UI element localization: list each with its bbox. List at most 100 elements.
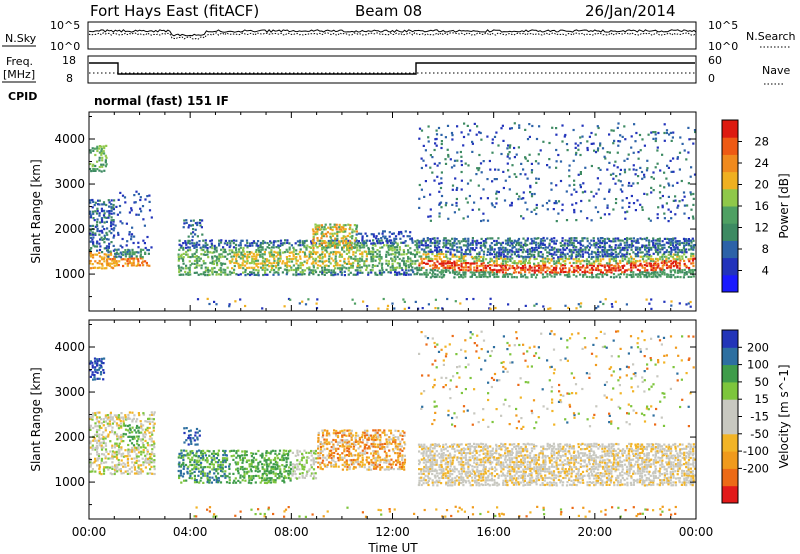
echo-cell: [533, 264, 536, 267]
echo-cell: [103, 267, 106, 270]
echo-cell: [327, 242, 330, 245]
echo-cell: [546, 269, 549, 272]
echo-cell: [665, 258, 668, 261]
echo-cell: [628, 205, 631, 208]
echo-cell: [133, 435, 136, 438]
echo-cell: [672, 199, 675, 202]
echo-cell: [241, 465, 244, 469]
echo-cell: [279, 260, 282, 263]
echo-cell: [597, 253, 600, 256]
echo-cell: [385, 253, 388, 256]
echo-cell: [288, 269, 291, 272]
echo-cell: [190, 442, 193, 445]
echo-cell: [597, 262, 600, 265]
echo-cell: [91, 361, 94, 364]
echo-cell: [113, 234, 116, 237]
echo-cell: [361, 246, 364, 249]
echo-cell: [395, 237, 398, 241]
echo-cell: [111, 426, 114, 429]
echo-cell: [215, 246, 218, 249]
echo-cell: [211, 247, 214, 250]
echo-cell: [299, 257, 302, 260]
echo-cell: [528, 268, 531, 271]
echo-cell: [282, 449, 285, 452]
echo-cell: [672, 157, 675, 160]
echo-cell: [365, 244, 368, 247]
echo-cell: [608, 249, 611, 252]
echo-cell: [511, 250, 514, 253]
echo-cell: [239, 246, 242, 249]
echo-cell: [146, 441, 149, 445]
echo-cell: [677, 251, 680, 254]
echo-cell: [268, 243, 271, 246]
echo-cell: [604, 255, 607, 258]
echo-cell: [688, 248, 691, 251]
echo-cell: [471, 208, 474, 211]
echo-cell: [252, 456, 255, 459]
echo-cell: [182, 273, 185, 276]
echo-cell: [529, 250, 532, 253]
echo-cell: [92, 378, 95, 381]
echo-cell: [491, 269, 494, 272]
echo-cell: [418, 127, 422, 130]
echo-cell: [137, 241, 140, 244]
echo-cell: [327, 246, 330, 249]
echo-cell: [626, 210, 629, 213]
echo-cell: [144, 433, 147, 436]
echo-cell: [314, 231, 317, 234]
echo-cell: [601, 253, 604, 256]
echo-cell: [448, 267, 452, 270]
echo-cell: [689, 244, 693, 247]
echo-cell: [335, 242, 338, 245]
echo-cell: [533, 237, 536, 240]
echo-cell: [237, 472, 240, 475]
echo-cell: [478, 251, 481, 254]
echo-cell: [277, 465, 280, 468]
echo-cell: [542, 266, 545, 270]
echo-cell: [255, 273, 258, 276]
echo-cell: [261, 454, 264, 457]
echo-cell: [271, 449, 274, 452]
echo-cell: [478, 264, 481, 268]
echo-cell: [89, 369, 92, 372]
echo-cell: [335, 228, 338, 231]
echo-cell: [148, 426, 151, 430]
beam-label: Beam 08: [355, 2, 422, 20]
echo-cell: [213, 255, 216, 258]
echo-cell: [628, 201, 631, 205]
echo-cell: [563, 253, 566, 256]
echo-cell: [137, 260, 140, 263]
echo-cell: [238, 456, 242, 459]
echo-cell: [429, 238, 432, 241]
echo-cell: [688, 266, 691, 270]
echo-cell: [537, 153, 540, 156]
echo-cell: [488, 260, 492, 263]
echo-cell: [259, 243, 262, 247]
echo-cell: [424, 244, 427, 247]
echo-cell: [422, 239, 425, 242]
echo-cell: [485, 258, 488, 261]
echo-cell: [351, 234, 354, 238]
echo-cell: [513, 262, 516, 265]
echo-cell: [420, 243, 423, 246]
echo-cell: [530, 246, 534, 249]
echo-cell: [390, 244, 393, 247]
echo-cell: [202, 249, 205, 252]
echo-cell: [283, 465, 286, 468]
echo-cell: [303, 244, 306, 247]
echo-cell: [588, 199, 591, 202]
echo-cell: [141, 261, 144, 264]
echo-cell: [101, 251, 104, 254]
echo-cell: [597, 250, 600, 253]
echo-cell: [404, 273, 408, 276]
echo-cell: [508, 237, 511, 240]
echo-cell: [115, 463, 118, 467]
echo-cell: [462, 257, 465, 260]
echo-cell: [272, 472, 275, 475]
echo-cell: [529, 191, 532, 194]
echo-cell: [391, 247, 394, 250]
echo-cell: [109, 450, 112, 453]
echo-cell: [486, 253, 489, 256]
echo-cell: [372, 255, 375, 258]
